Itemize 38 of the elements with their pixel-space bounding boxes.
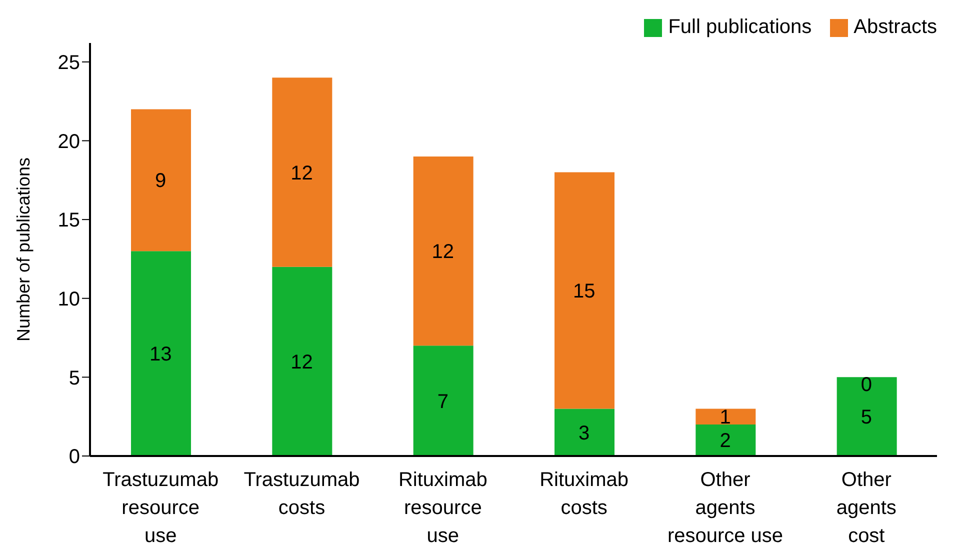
bar <box>272 266 332 456</box>
bar <box>413 346 474 456</box>
x-tick-label: Rituximab resource use <box>398 469 488 547</box>
data-label: 13 <box>149 344 172 366</box>
data-label: 12 <box>290 162 313 184</box>
y-tick-label: 10 <box>58 288 80 310</box>
x-tick-label: Other agents resource use <box>667 469 784 547</box>
bar <box>272 78 332 267</box>
legend-label: Full publications <box>668 16 812 39</box>
data-label: 0 <box>860 374 872 396</box>
x-tick-label: Other agents cost <box>836 469 896 547</box>
y-tick-label: 5 <box>68 367 80 390</box>
data-label: 12 <box>290 351 313 374</box>
data-label: 3 <box>578 422 590 444</box>
data-label: 15 <box>572 280 596 302</box>
data-label: 1 <box>720 406 731 429</box>
bar <box>696 424 756 456</box>
y-axis-title: Number of publications <box>13 157 34 342</box>
bar <box>131 251 191 456</box>
bar <box>131 109 191 252</box>
bar <box>554 172 614 409</box>
x-tick-label: Trastuzumab costs <box>244 469 360 519</box>
x-tick-label: Trastuzumab resource use <box>102 469 219 547</box>
data-label: 7 <box>437 390 448 413</box>
bar <box>554 408 614 456</box>
y-tick-label: 15 <box>58 210 80 232</box>
data-label: 12 <box>432 241 454 264</box>
bar <box>696 408 756 424</box>
y-tick-label: 25 <box>58 52 80 74</box>
y-tick-label: 20 <box>58 130 80 153</box>
bar <box>413 156 474 346</box>
x-tick-label: Rituximab costs <box>540 469 629 519</box>
data-label: 2 <box>720 430 731 452</box>
data-label: 9 <box>155 170 166 192</box>
y-tick-label: 0 <box>68 446 80 468</box>
bar <box>836 377 897 456</box>
data-label: 5 <box>860 406 872 429</box>
legend-label: Abstracts <box>854 16 937 39</box>
